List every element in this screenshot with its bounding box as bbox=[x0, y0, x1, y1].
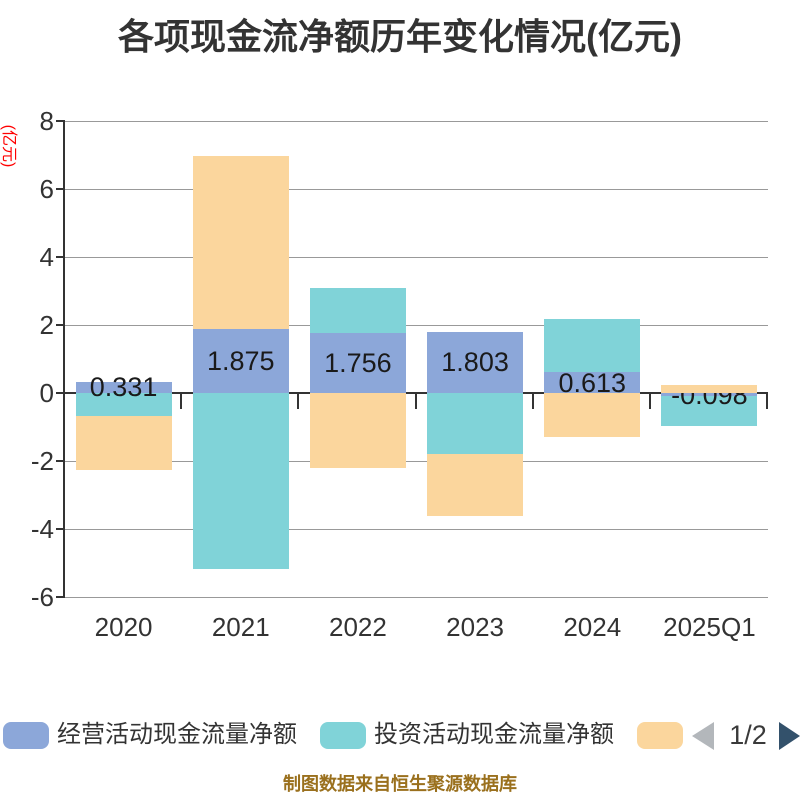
bar-2020-series-0 bbox=[75, 381, 172, 393]
bar-2024-series-2 bbox=[544, 393, 641, 437]
y-axis-tick-label: 2 bbox=[39, 310, 54, 340]
bar-2020-series-1 bbox=[75, 393, 172, 417]
x-axis-zero-line bbox=[65, 392, 768, 394]
legend-prev-arrow-icon[interactable] bbox=[692, 722, 714, 750]
y-axis-tick bbox=[56, 120, 65, 122]
bar-value-label: 0.613 bbox=[558, 367, 627, 398]
bar-2022-series-0 bbox=[309, 333, 406, 393]
gridline bbox=[65, 324, 768, 326]
bar-2021-series-0 bbox=[192, 329, 289, 393]
bar-2023-series-2 bbox=[427, 453, 524, 516]
bar-2024-series-1 bbox=[544, 318, 641, 373]
y-axis-tick bbox=[56, 460, 65, 462]
x-axis-label-2020: 2020 bbox=[94, 612, 153, 642]
x-axis-label-2021: 2021 bbox=[211, 612, 270, 642]
x-axis-tick bbox=[297, 392, 300, 409]
y-axis-tick-label: 6 bbox=[39, 174, 54, 204]
footer-note: 制图数据来自恒生聚源数据库 bbox=[283, 774, 517, 794]
x-axis-label-2023: 2023 bbox=[446, 612, 504, 642]
bar-2024-series-0 bbox=[544, 372, 641, 393]
y-axis-tick bbox=[56, 188, 65, 190]
legend-swatch-investing[interactable] bbox=[320, 722, 366, 749]
y-axis-tick bbox=[56, 256, 65, 258]
y-axis-tick bbox=[56, 528, 65, 530]
y-axis-tick bbox=[56, 596, 65, 598]
gridline bbox=[65, 528, 768, 530]
bar-2023-series-1 bbox=[427, 393, 524, 454]
gridline bbox=[65, 596, 768, 598]
y-axis-tick bbox=[56, 324, 65, 326]
y-axis-line bbox=[63, 121, 65, 598]
y-axis-tick-label: 8 bbox=[39, 106, 54, 136]
bar-value-label: 1.875 bbox=[206, 346, 275, 377]
y-axis-tick-label: 4 bbox=[39, 242, 54, 272]
x-axis-tick bbox=[414, 392, 417, 409]
bar-2025Q1-series-1 bbox=[661, 396, 758, 426]
gridline bbox=[65, 460, 768, 462]
y-axis-tick-label: -2 bbox=[30, 446, 54, 476]
x-axis-label-2024: 2024 bbox=[563, 612, 622, 642]
bar-2025Q1-series-0 bbox=[661, 393, 758, 397]
legend-swatch-operating[interactable] bbox=[3, 722, 49, 749]
bar-value-label: 0.331 bbox=[89, 372, 158, 403]
y-axis-tick-label: -4 bbox=[30, 514, 54, 544]
bar-2022-series-1 bbox=[309, 288, 406, 334]
gridline bbox=[65, 256, 768, 258]
legend-label-operating[interactable]: 经营活动现金流量净额 bbox=[57, 721, 297, 748]
legend-label-investing[interactable]: 投资活动现金流量净额 bbox=[374, 721, 614, 748]
y-axis-tick-label: 0 bbox=[39, 378, 54, 408]
bar-value-label: 1.803 bbox=[441, 347, 509, 378]
bar-2023-series-0 bbox=[427, 331, 524, 393]
bar-2021-series-2 bbox=[192, 155, 289, 330]
y-axis-tick bbox=[56, 392, 65, 394]
bar-value-label: -0.098 bbox=[671, 379, 748, 410]
legend-page-indicator: 1/2 bbox=[729, 720, 767, 750]
x-axis-tick bbox=[531, 392, 534, 409]
legend-swatch-page2-series[interactable] bbox=[637, 722, 683, 749]
bar-2021-series-1 bbox=[192, 393, 289, 570]
chart-title: 各项现金流净额历年变化情况(亿元) bbox=[118, 16, 682, 57]
x-axis-label-2025Q1: 2025Q1 bbox=[663, 612, 756, 642]
bar-2022-series-2 bbox=[309, 393, 406, 469]
bar-value-label: 1.756 bbox=[324, 348, 392, 379]
x-axis-tick bbox=[648, 392, 651, 409]
x-axis-label-2022: 2022 bbox=[328, 612, 387, 642]
bar-2025Q1-series-2 bbox=[661, 384, 758, 393]
legend-next-arrow-icon[interactable] bbox=[779, 722, 800, 750]
bar-2020-series-2 bbox=[75, 416, 172, 470]
x-axis-tick bbox=[180, 392, 183, 409]
x-axis-tick bbox=[766, 392, 768, 409]
y-axis-tick-label: -6 bbox=[30, 582, 54, 612]
gridline bbox=[65, 188, 768, 190]
plot-area: 0.331 1.875 1.756 1.803 0.613 -0.098 bbox=[65, 120, 768, 598]
gridline bbox=[65, 120, 768, 122]
